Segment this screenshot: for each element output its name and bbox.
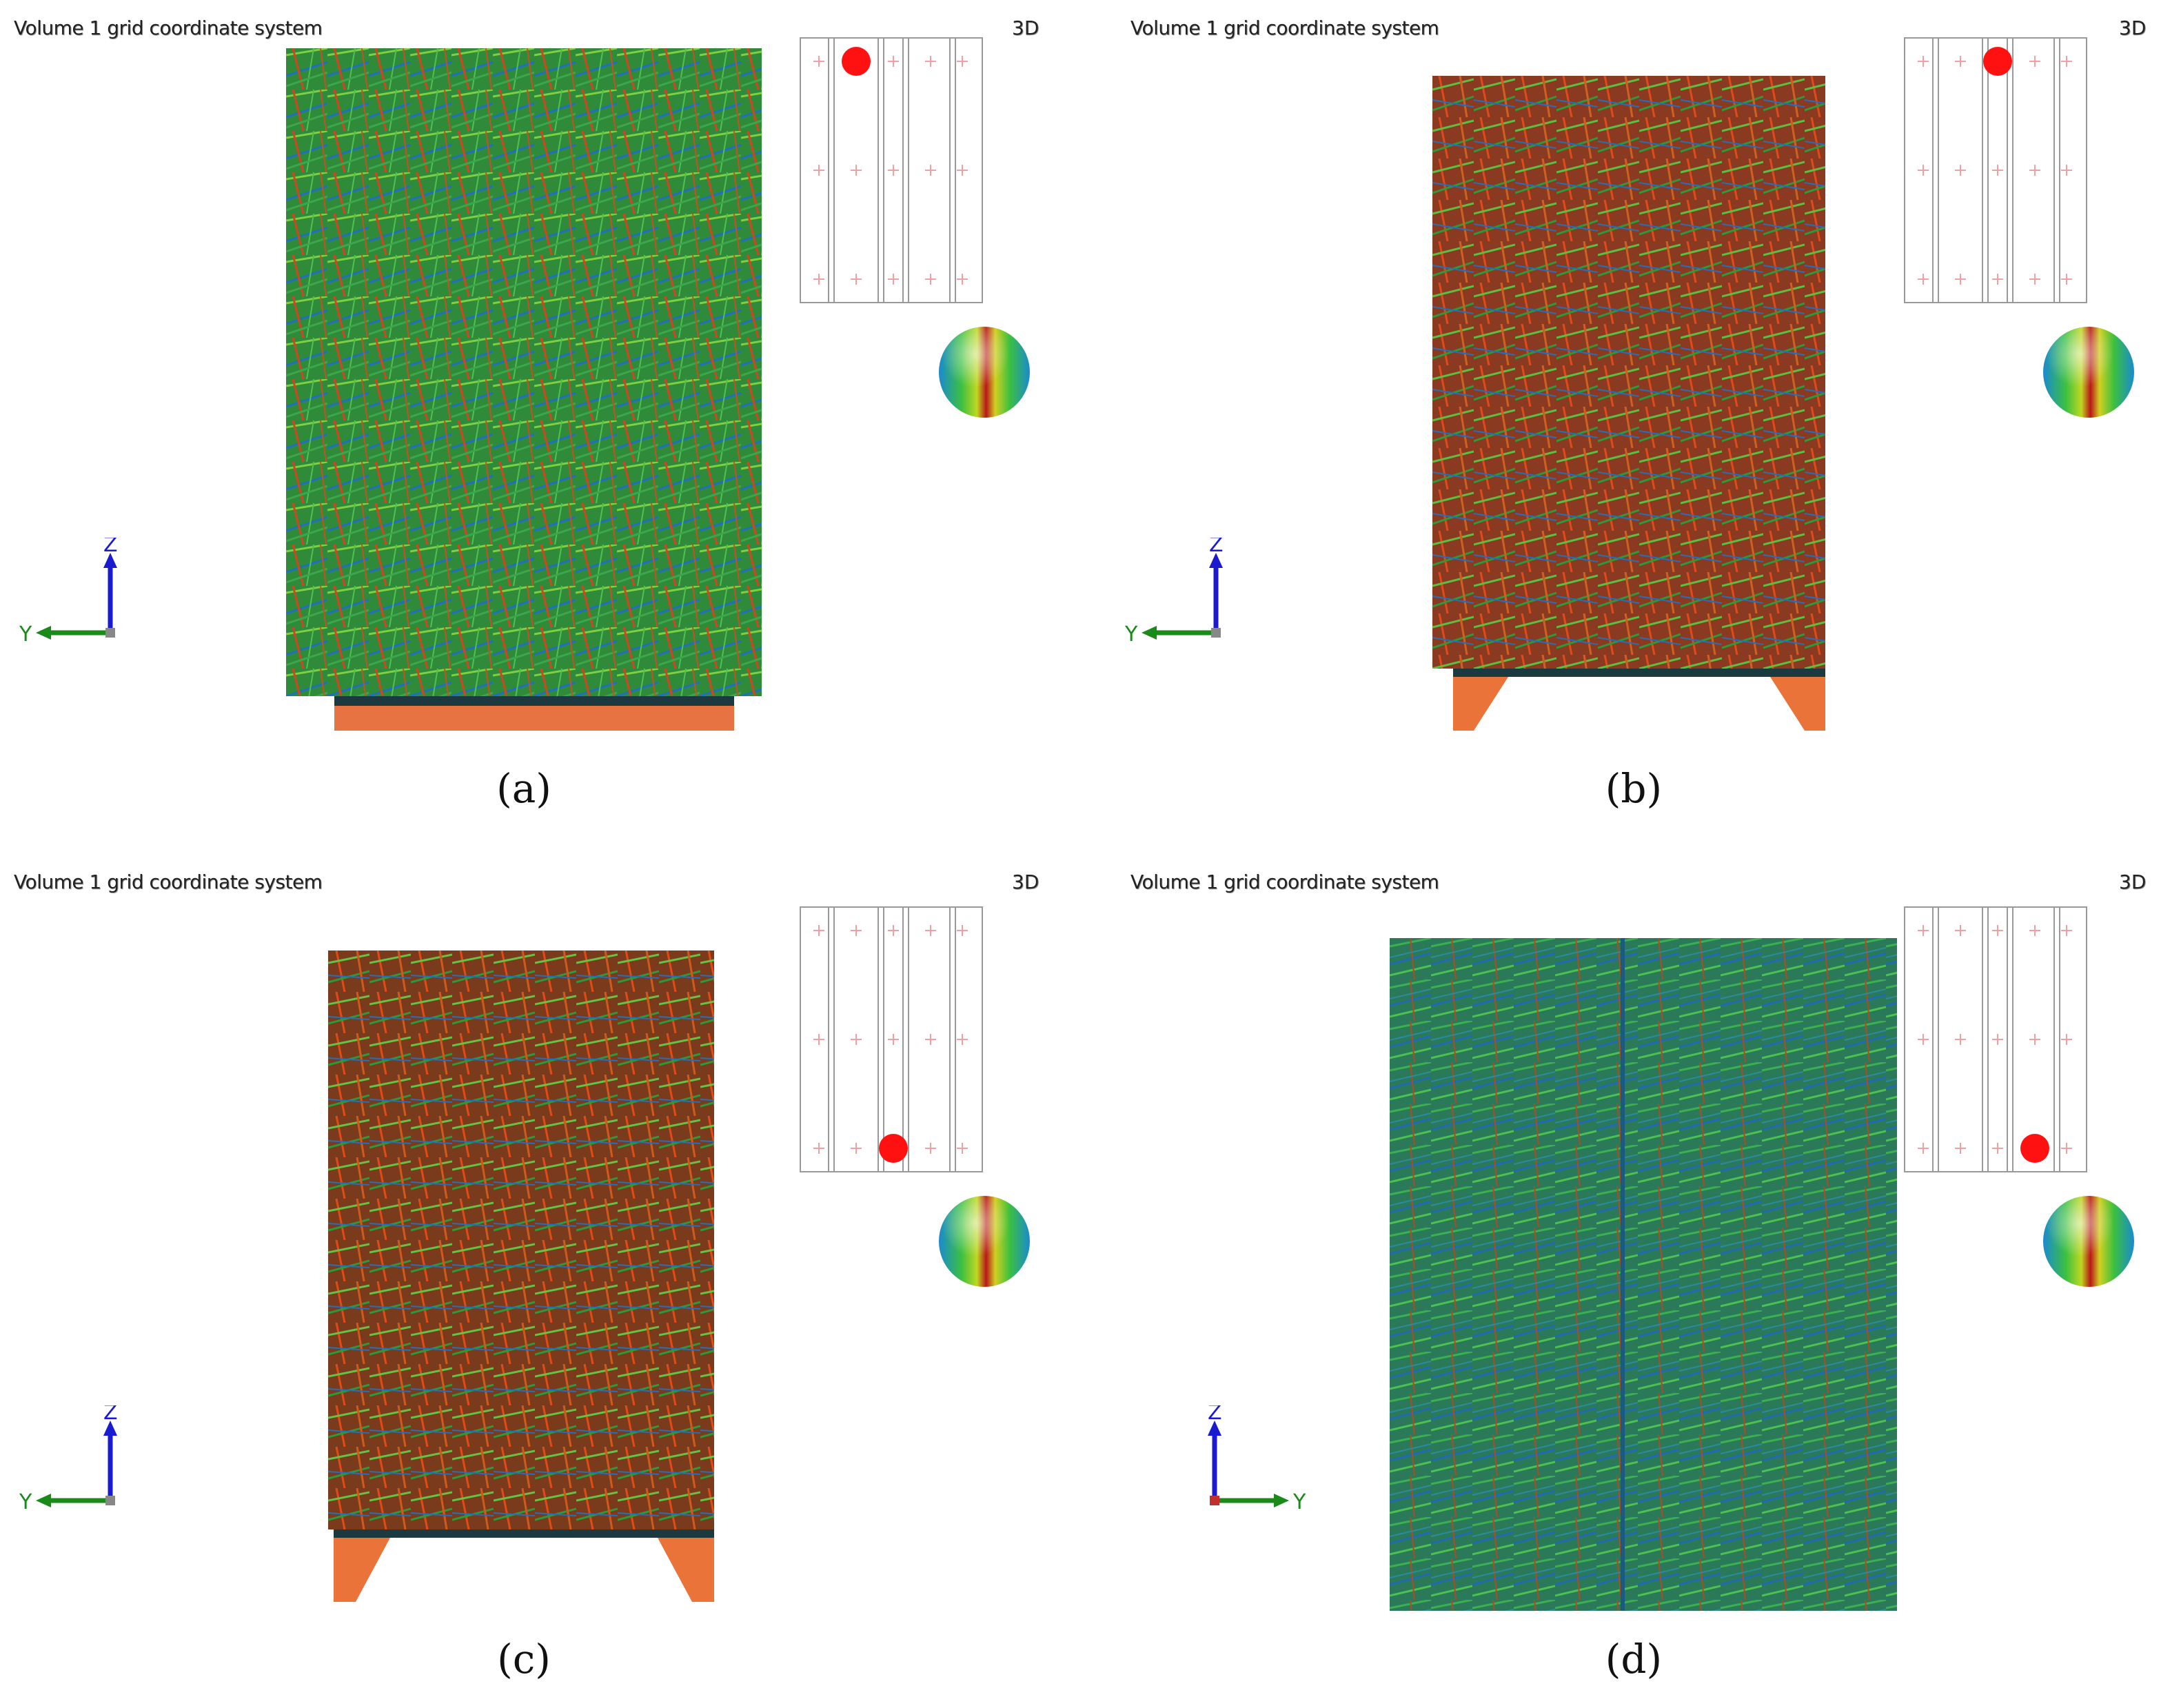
position-minimap[interactable] — [800, 906, 983, 1172]
position-minimap[interactable] — [1904, 906, 2087, 1172]
axis-y-label: Y — [19, 622, 32, 647]
panel-caption: (b) — [1605, 765, 1663, 812]
panel-title: Volume 1 grid coordinate system — [14, 871, 323, 893]
panel-caption: (d) — [1605, 1636, 1663, 1682]
axis-triad: Z Y — [19, 1405, 118, 1514]
panel-c: Volume 1 grid coordinate system 3D — [0, 854, 1089, 1708]
fiber-volume-render — [328, 950, 714, 1602]
axis-z-label: Z — [1209, 538, 1224, 557]
view-mode-label[interactable]: 3D — [2119, 17, 2147, 39]
axis-z-label: Z — [1208, 1405, 1222, 1425]
panel-title: Volume 1 grid coordinate system — [1130, 871, 1439, 893]
orientation-color-sphere — [2043, 327, 2134, 418]
panel-d: Volume 1 grid coordinate system 3D — [1092, 854, 2181, 1708]
fiber-volume-render — [286, 48, 762, 731]
fiber-volume-render — [1390, 938, 1897, 1611]
position-marker — [1983, 47, 2012, 76]
position-minimap[interactable] — [1904, 37, 2087, 303]
panel-b: Volume 1 grid coordinate system 3D — [1092, 0, 2181, 854]
view-mode-label[interactable]: 3D — [1012, 871, 1039, 893]
axis-y-label: Y — [1124, 622, 1138, 647]
position-minimap[interactable] — [800, 37, 983, 303]
axis-z-label: Z — [103, 538, 118, 557]
fiber-volume-render — [1432, 76, 1825, 731]
axis-z-label: Z — [103, 1405, 118, 1425]
panel-caption: (c) — [497, 1636, 551, 1682]
axis-y-label: Y — [1292, 1490, 1306, 1514]
panel-title: Volume 1 grid coordinate system — [14, 17, 323, 39]
panel-caption: (a) — [496, 765, 551, 812]
panel-a: Volume 1 grid coordinate system 3D — [0, 0, 1089, 854]
axis-triad: Z Y — [19, 538, 118, 647]
orientation-color-sphere — [939, 1196, 1030, 1287]
axis-triad: Z Y — [1124, 538, 1224, 647]
position-marker — [842, 47, 871, 76]
view-mode-label[interactable]: 3D — [1012, 17, 1039, 39]
panel-title: Volume 1 grid coordinate system — [1130, 17, 1439, 39]
position-marker — [2020, 1134, 2049, 1163]
view-mode-label[interactable]: 3D — [2119, 871, 2147, 893]
orientation-color-sphere — [939, 327, 1030, 418]
orientation-color-sphere — [2043, 1196, 2134, 1287]
axis-triad: Z Y — [1208, 1405, 1306, 1514]
axis-y-label: Y — [19, 1490, 32, 1514]
position-marker — [879, 1134, 908, 1163]
